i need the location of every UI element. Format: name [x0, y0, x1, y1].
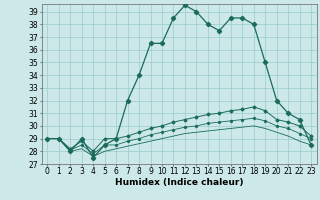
X-axis label: Humidex (Indice chaleur): Humidex (Indice chaleur)	[115, 178, 244, 187]
